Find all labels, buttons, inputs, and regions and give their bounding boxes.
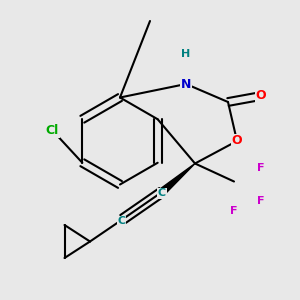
Text: F: F (257, 196, 265, 206)
Text: F: F (257, 163, 265, 173)
Text: O: O (232, 134, 242, 148)
Text: H: H (182, 49, 190, 59)
Text: C: C (158, 188, 166, 199)
Text: N: N (181, 77, 191, 91)
Text: O: O (256, 89, 266, 103)
Text: C: C (117, 216, 126, 226)
Text: F: F (230, 206, 238, 217)
Polygon shape (160, 164, 195, 195)
Text: Cl: Cl (46, 124, 59, 137)
